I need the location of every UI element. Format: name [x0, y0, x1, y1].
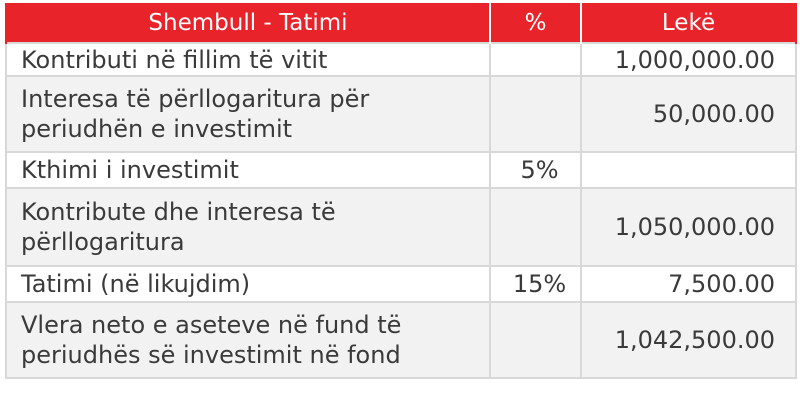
row-amount: 1,000,000.00 [580, 42, 797, 77]
row-percent [489, 75, 582, 153]
header-percent: % [489, 3, 582, 43]
row-percent [489, 187, 582, 267]
table-row: Interesa të përllogaritura për periudhën… [5, 75, 797, 153]
tax-example-table: Shembull - Tatimi % Lekë Kontributi në f… [5, 3, 797, 379]
row-label: Kontributi në fillim të vitit [5, 42, 491, 77]
table-row: Kontribute dhe interesa të përllogaritur… [5, 187, 797, 267]
row-label: Kontribute dhe interesa të përllogaritur… [5, 187, 491, 267]
row-amount [580, 151, 797, 189]
table-row: Kontributi në fillim të vitit 1,000,000.… [5, 42, 797, 77]
header-amount: Lekë [580, 3, 797, 43]
table-header-row: Shembull - Tatimi % Lekë [5, 3, 797, 43]
row-percent [489, 42, 582, 77]
row-label: Interesa të përllogaritura për periudhën… [5, 75, 491, 153]
row-label: Vlera neto e aseteve në fund të periudhë… [5, 301, 491, 379]
row-amount: 7,500.00 [580, 265, 797, 303]
row-label: Tatimi (në likujdim) [5, 265, 491, 303]
table-row: Tatimi (në likujdim) 15% 7,500.00 [5, 265, 797, 303]
table-row: Kthimi i investimit 5% [5, 151, 797, 189]
row-amount: 50,000.00 [580, 75, 797, 153]
row-amount: 1,042,500.00 [580, 301, 797, 379]
row-percent: 15% [489, 265, 582, 303]
row-label: Kthimi i investimit [5, 151, 491, 189]
row-percent [489, 301, 582, 379]
header-example: Shembull - Tatimi [5, 3, 491, 43]
row-percent: 5% [489, 151, 582, 189]
row-amount: 1,050,000.00 [580, 187, 797, 267]
table-row: Vlera neto e aseteve në fund të periudhë… [5, 301, 797, 379]
